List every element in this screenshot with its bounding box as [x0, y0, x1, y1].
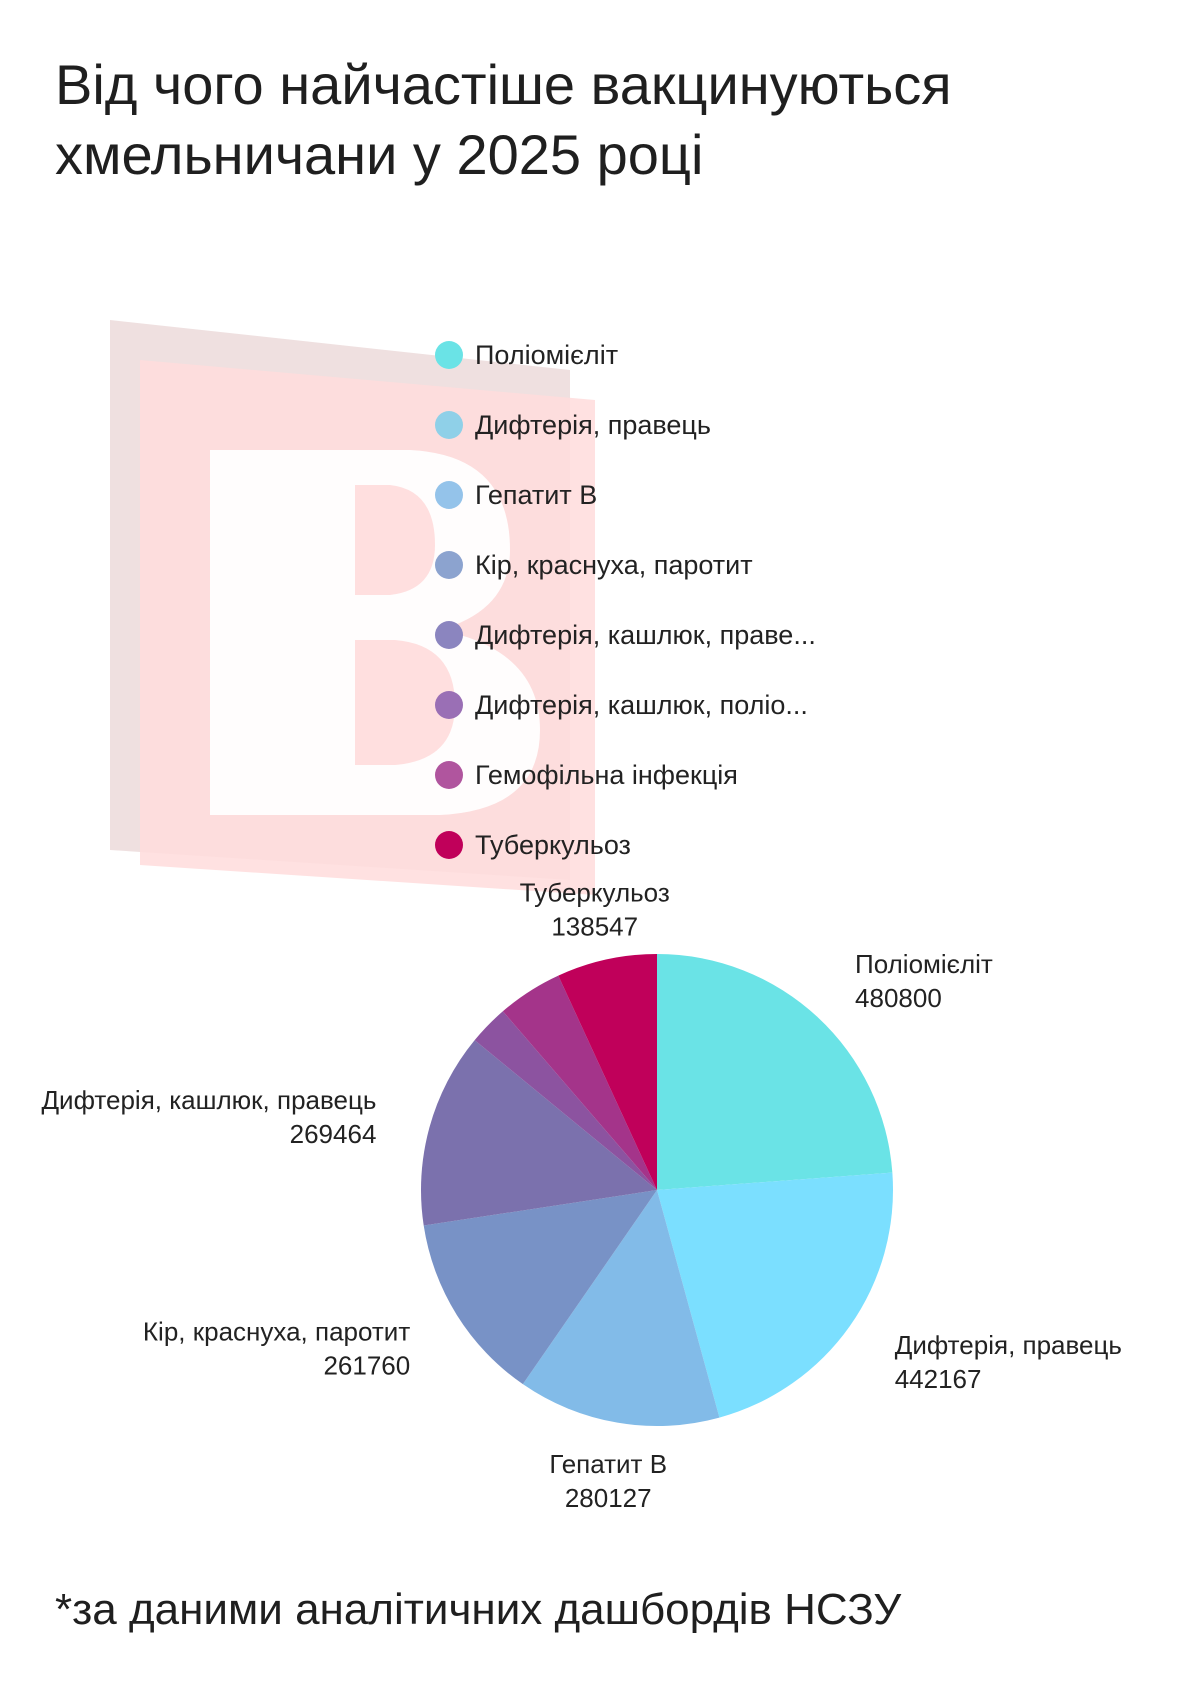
legend-swatch [435, 831, 463, 859]
legend-swatch [435, 691, 463, 719]
legend-swatch [435, 411, 463, 439]
legend-item[interactable]: Дифтерія, кашлюк, праве... [435, 600, 955, 670]
slice-label: Туберкульоз [520, 878, 670, 908]
legend-label: Туберкульоз [475, 829, 631, 860]
legend-item[interactable]: Гемофільна інфекція [435, 740, 955, 810]
watermark-logo [110, 320, 595, 895]
legend-item[interactable]: Туберкульоз [435, 810, 955, 880]
slice-value-label: 138547 [551, 912, 638, 942]
legend-label: Поліомієліт [475, 339, 619, 370]
legend-item[interactable]: Поліомієліт [435, 320, 955, 390]
pie-slice[interactable] [420, 1040, 657, 1226]
slice-label: Поліомієліт [855, 949, 993, 979]
legend-item[interactable]: Дифтерія, правець [435, 390, 955, 460]
pie-slice[interactable] [657, 954, 893, 1190]
legend-swatch [435, 481, 463, 509]
slice-value-label: 480800 [855, 983, 942, 1013]
chart-legend: Поліомієліт Дифтерія, правець Гепатит B … [435, 320, 955, 880]
pie-slice[interactable] [522, 1190, 720, 1426]
legend-swatch [435, 761, 463, 789]
pie-slice[interactable] [502, 975, 657, 1190]
legend-swatch [435, 551, 463, 579]
legend-swatch [435, 621, 463, 649]
chart-title: Від чого найчастіше вакцинуються хмельни… [55, 50, 1155, 190]
pie-slice[interactable] [657, 1172, 893, 1418]
slice-label: Дифтерія, правець [895, 1330, 1122, 1360]
legend-label: Гепатит B [475, 479, 598, 510]
pie-chart: Поліомієліт 480800 Дифтерія, правець 442167… [41, 878, 1122, 1510]
legend-item[interactable]: Кір, краснуха, паротит [435, 530, 955, 600]
slice-label: Кір, краснуха, паротит [143, 1316, 410, 1346]
footnote: *за даними аналітичних дашбордів НСЗУ [55, 1585, 902, 1634]
slice-label: Гепатит B [549, 1449, 667, 1479]
legend-label: Гемофільна інфекція [475, 759, 738, 790]
chart-title-line2: хмельничани у 2025 році [55, 123, 704, 186]
chart-title-line1: Від чого найчастіше вакцинуються [55, 53, 952, 116]
pie-slice[interactable] [474, 1011, 657, 1190]
slice-value-label: 280127 [565, 1483, 652, 1510]
slice-value-label: 269464 [290, 1119, 377, 1149]
slice-value-label: 261760 [323, 1350, 410, 1380]
pie-slice[interactable] [558, 954, 657, 1190]
legend-swatch [435, 341, 463, 369]
legend-label: Дифтерія, кашлюк, праве... [475, 619, 816, 650]
legend-item[interactable]: Гепатит B [435, 460, 955, 530]
legend-label: Дифтерія, кашлюк, поліо... [475, 689, 808, 720]
slice-value-label: 442167 [895, 1364, 982, 1394]
legend-label: Дифтерія, правець [475, 409, 711, 440]
legend-item[interactable]: Дифтерія, кашлюк, поліо... [435, 670, 955, 740]
pie-slice[interactable] [423, 1190, 657, 1385]
legend-label: Кір, краснуха, паротит [475, 549, 753, 580]
slice-label: Дифтерія, кашлюк, правець [41, 1085, 376, 1115]
